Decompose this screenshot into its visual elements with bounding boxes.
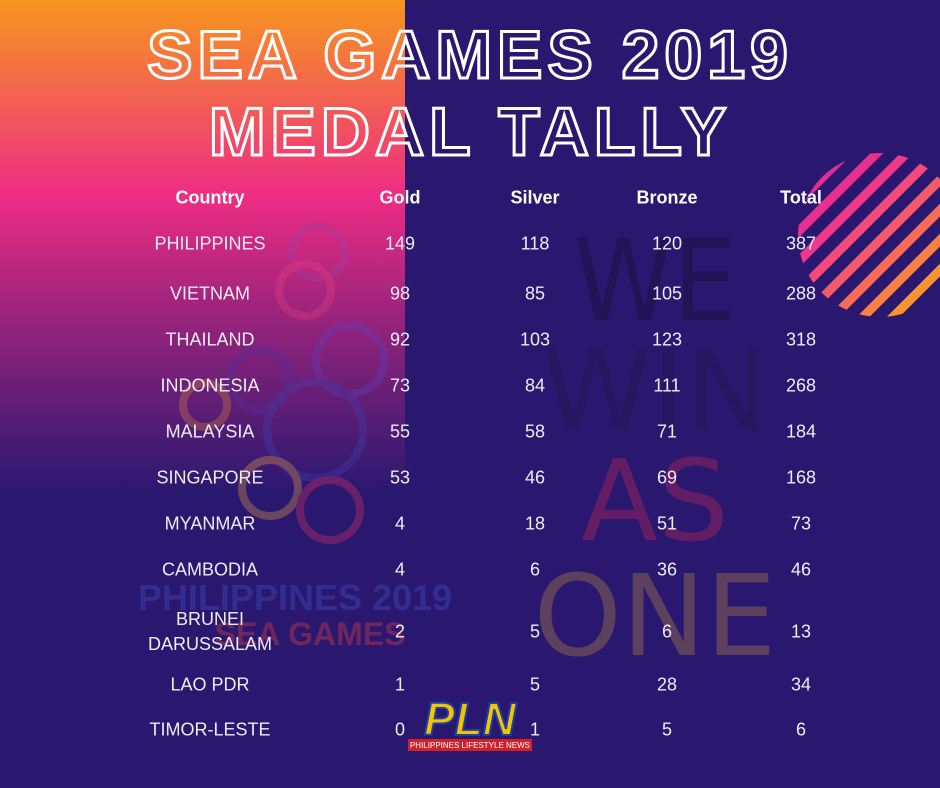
event-watermark: PHILIPPINES 2019 [138,577,452,618]
count-cell: 184 [785,421,817,442]
country-cell: THAILAND [165,329,255,350]
count-cell: 288 [785,283,817,304]
country-cell: PHILIPPINES [154,233,266,254]
title-line: MEDAL TALLY [209,94,731,170]
watermark: ONE [534,552,777,682]
country-cell: BRUNEI DARUSSALAM [147,609,273,654]
count-cell: 46 [524,467,546,488]
count-cell: 34 [790,674,812,695]
count-cell: 18 [524,513,546,534]
country-cell: MALAYSIA [165,421,255,442]
count-cell: 69 [656,467,678,488]
count-cell: 5 [529,621,541,642]
count-cell: 6 [795,719,807,740]
header-cell: Bronze [636,187,698,208]
count-cell: 118 [520,233,550,254]
count-cell: 55 [389,421,411,442]
count-cell: 387 [785,233,817,254]
count-cell: 123 [651,329,683,350]
event-watermark: SEA GAMES [215,616,406,652]
country-cell: CAMBODIA [161,559,258,580]
count-cell: 5 [661,719,673,740]
count-cell: 58 [524,421,546,442]
count-cell: 1 [394,674,406,695]
count-cell: 92 [389,329,411,350]
count-cell: 318 [785,329,817,350]
logo-bar [408,739,532,751]
logo-mark: PLN [424,693,517,745]
count-cell: 111 [653,375,681,396]
count-cell: 6 [529,559,541,580]
header-cell: Country [175,187,245,208]
count-cell: 84 [524,375,546,396]
header-cell: Silver [510,187,560,208]
watermark: WE [573,217,736,347]
watermark: AS [581,437,729,567]
header-cell: Total [780,187,822,208]
count-cell: 13 [790,621,812,642]
count-cell: 120 [651,233,683,254]
count-cell: 36 [656,559,678,580]
count-cell: 149 [384,233,416,254]
country-cell: SINGAPORE [156,467,264,488]
count-cell: 0 [394,719,406,740]
logo-caption: PHILIPPINES LIFESTYLE NEWS [410,741,530,750]
count-cell: 105 [651,283,683,304]
rings [179,222,388,544]
count-cell: 2 [394,621,406,642]
count-cell: 73 [790,513,812,534]
country-cell: LAO PDR [170,674,250,695]
count-cell: 71 [656,421,678,442]
count-cell: 5 [529,674,541,695]
count-cell: 85 [524,283,546,304]
count-cell: 73 [389,375,411,396]
country-cell: INDONESIA [160,375,260,396]
count-cell: 4 [394,513,406,534]
country-cell: VIETNAM [169,283,250,304]
count-cell: 4 [394,559,406,580]
count-cell: 168 [785,467,817,488]
count-cell: 103 [519,329,551,350]
count-cell: 6 [661,621,673,642]
watermark: WIN [541,327,769,457]
count-cell: 51 [656,513,678,534]
title-line: SEA GAMES 2019 [147,17,793,93]
count-cell: 268 [785,375,817,396]
country-cell: MYANMAR [164,513,256,534]
count-cell: 28 [656,674,678,695]
gradient-panel [0,0,405,492]
count-cell: 1 [529,719,541,740]
header-cell: Gold [379,187,421,208]
country-cell: TIMOR-LESTE [149,719,271,740]
count-cell: 46 [790,559,812,580]
count-cell: 98 [389,283,411,304]
count-cell: 53 [389,467,411,488]
